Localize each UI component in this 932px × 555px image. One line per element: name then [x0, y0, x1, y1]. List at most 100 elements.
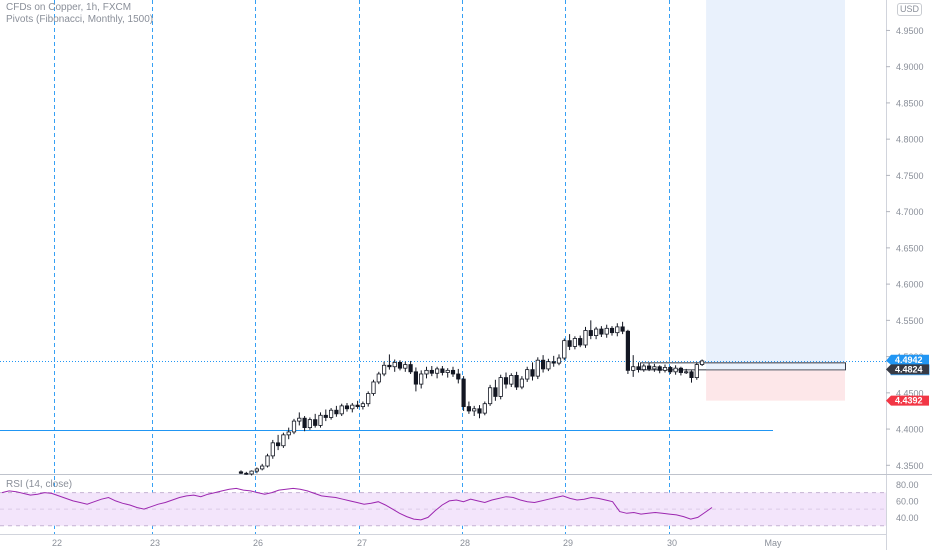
currency-badge[interactable]: USD [897, 3, 923, 16]
candle[interactable] [376, 371, 381, 385]
candle[interactable] [238, 470, 244, 474]
candle[interactable] [631, 355, 636, 377]
candle[interactable] [429, 366, 434, 377]
candle[interactable] [493, 379, 498, 401]
candle[interactable] [381, 361, 387, 377]
candle[interactable] [270, 439, 275, 459]
candle[interactable] [419, 370, 424, 389]
candle[interactable] [472, 405, 477, 417]
candle[interactable] [551, 355, 556, 367]
candle[interactable] [583, 326, 588, 348]
candle[interactable] [700, 359, 705, 367]
candle[interactable] [599, 326, 604, 338]
candle[interactable] [366, 391, 371, 407]
candle[interactable] [408, 360, 413, 374]
candle[interactable] [525, 366, 530, 382]
candle[interactable] [360, 401, 366, 410]
candle[interactable] [323, 409, 328, 422]
candle[interactable] [355, 400, 360, 409]
candle[interactable] [466, 401, 472, 414]
candle[interactable] [546, 358, 551, 372]
candle[interactable] [297, 412, 302, 426]
candle[interactable] [673, 365, 678, 375]
candle[interactable] [636, 362, 641, 373]
candle[interactable] [662, 364, 668, 373]
candle[interactable] [434, 366, 440, 379]
candle[interactable] [334, 405, 339, 417]
candle[interactable] [487, 384, 493, 406]
candle[interactable] [344, 402, 350, 412]
candle[interactable] [684, 368, 689, 374]
candle[interactable] [678, 366, 684, 376]
candle[interactable] [249, 470, 254, 476]
candle[interactable] [339, 403, 344, 417]
candle[interactable] [620, 321, 625, 335]
candle[interactable] [371, 379, 376, 396]
rsi-line[interactable] [1, 487, 713, 521]
candle[interactable] [588, 320, 593, 340]
candle[interactable] [302, 416, 307, 432]
candle[interactable] [652, 363, 657, 372]
candle[interactable] [535, 357, 540, 380]
candle[interactable] [424, 366, 429, 379]
candle[interactable] [254, 467, 259, 474]
candle[interactable] [694, 362, 699, 380]
time-axis-label[interactable]: 30 [667, 538, 677, 548]
candle[interactable] [498, 374, 503, 400]
candles-series[interactable] [238, 320, 705, 476]
position-profit-zone[interactable] [706, 0, 845, 370]
candle[interactable] [275, 434, 281, 451]
candle[interactable] [440, 366, 445, 376]
candle[interactable] [445, 368, 450, 378]
candle[interactable] [572, 336, 578, 350]
candle[interactable] [503, 372, 509, 389]
rsi-pane[interactable]: 80.00 60.00 40.00 [0, 480, 919, 527]
candle[interactable] [477, 405, 482, 419]
candle[interactable] [244, 471, 249, 475]
pivots-indicator-label[interactable]: Pivots (Fibonacci, Monthly, 1500) [6, 14, 154, 25]
stop-price-label[interactable]: 4.4392 [886, 395, 929, 406]
candle[interactable] [641, 363, 646, 372]
candle[interactable] [514, 371, 519, 390]
candle[interactable] [609, 326, 615, 336]
candle[interactable] [562, 338, 567, 361]
candle[interactable] [413, 367, 419, 392]
candle[interactable] [509, 373, 514, 388]
candle[interactable] [689, 370, 694, 383]
candle[interactable] [328, 408, 334, 420]
time-axis-label[interactable]: 29 [563, 538, 573, 548]
candle[interactable] [567, 334, 572, 351]
candle[interactable] [625, 329, 631, 374]
candle[interactable] [519, 376, 525, 390]
candle[interactable] [556, 354, 562, 366]
time-axis-label[interactable]: 22 [52, 538, 62, 548]
candle[interactable] [392, 359, 397, 372]
candle[interactable] [286, 427, 291, 440]
candle[interactable] [647, 363, 652, 372]
candle[interactable] [313, 413, 318, 428]
candle[interactable] [387, 354, 392, 370]
candle[interactable] [450, 366, 456, 377]
candle[interactable] [318, 412, 323, 428]
candle[interactable] [281, 432, 286, 448]
candle[interactable] [541, 355, 546, 373]
candle[interactable] [403, 361, 408, 372]
candle[interactable] [594, 326, 599, 340]
candle[interactable] [482, 401, 487, 416]
candle[interactable] [604, 324, 609, 338]
time-axis-label[interactable]: 26 [253, 538, 263, 548]
chart-title[interactable]: CFDs on Copper, 1h, FXCM [6, 2, 132, 13]
entry-price-label[interactable]: 4.4824 [886, 364, 929, 375]
rsi-indicator-label[interactable]: RSI (14, close) [6, 479, 73, 490]
candle[interactable] [657, 365, 662, 374]
candle[interactable] [668, 366, 673, 374]
candle[interactable] [530, 362, 535, 381]
time-axis-label[interactable]: 28 [460, 538, 470, 548]
candle[interactable] [615, 323, 620, 337]
candle[interactable] [578, 335, 583, 348]
position-loss-zone[interactable] [706, 369, 845, 401]
candle[interactable] [397, 360, 403, 371]
time-axis-label[interactable]: 27 [357, 538, 367, 548]
